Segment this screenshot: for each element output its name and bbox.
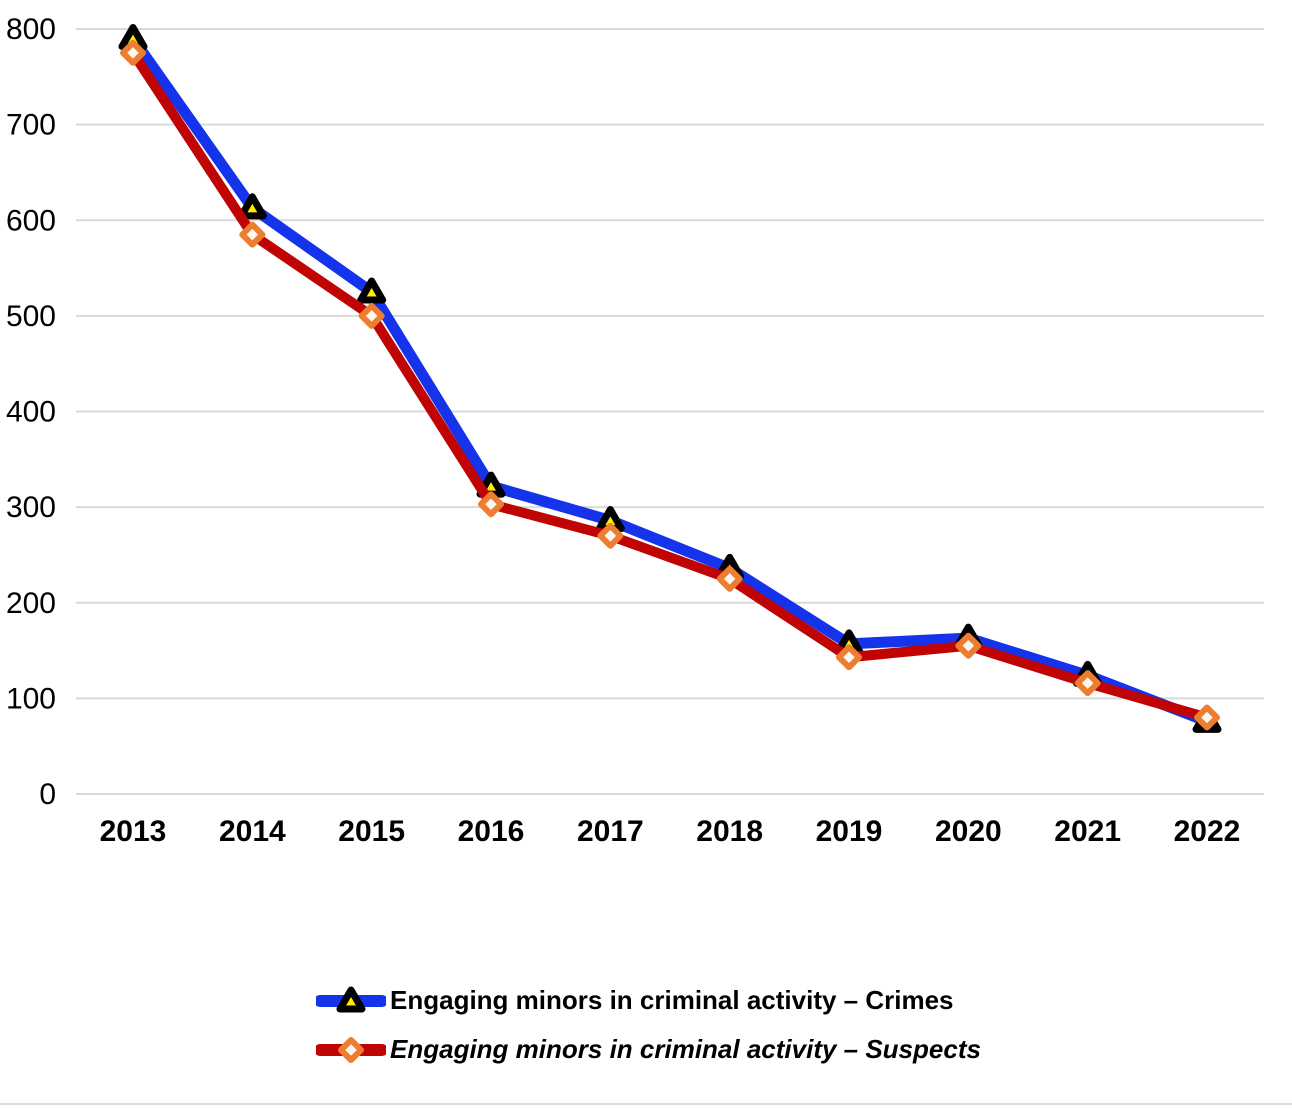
x-axis-tick-label: 2021 <box>1054 815 1121 848</box>
chart-legend: Engaging minors in criminal activity – C… <box>316 985 981 1066</box>
y-axis-tick-label: 500 <box>6 300 56 333</box>
diamond-marker-icon <box>955 632 982 659</box>
diamond-marker-icon <box>358 302 385 329</box>
x-axis-tick-label: 2013 <box>100 815 167 848</box>
legend-marker-crimes-icon <box>316 986 386 1013</box>
bottom-divider <box>0 1103 1292 1105</box>
series-line-suspects <box>128 47 1212 723</box>
y-axis-tick-label: 400 <box>6 396 56 429</box>
y-axis-tick-label: 200 <box>6 587 56 620</box>
diamond-marker-icon <box>120 39 146 66</box>
y-axis-tick-label: 600 <box>6 204 56 237</box>
legend-label-suspects: Engaging minors in criminal activity – S… <box>390 1034 981 1065</box>
triangle-marker-icon <box>357 277 387 304</box>
x-axis-tick-label: 2015 <box>338 815 405 848</box>
diamond-marker-icon <box>836 644 862 671</box>
y-axis-tick-label: 100 <box>6 682 56 715</box>
diamond-marker-icon <box>338 1037 364 1063</box>
x-axis-tick-label: 2018 <box>696 815 763 848</box>
chart-plot-area: 0 100 200 300 400 500 600 700 800 2013 2014 2015 201… <box>6 13 1264 848</box>
y-axis-tick-label: 0 <box>39 778 56 811</box>
y-axis-tick-label: 800 <box>6 13 56 46</box>
triangle-marker-icon <box>336 986 366 1013</box>
line-chart: 0 100 200 300 400 500 600 700 800 2013 2014 2015 201… <box>6 13 1264 848</box>
diamond-marker-icon <box>1074 670 1101 697</box>
triangle-marker-icon <box>237 193 267 220</box>
x-axis-tick-label: 2020 <box>935 815 1002 848</box>
legend-item-crimes: Engaging minors in criminal activity – C… <box>316 985 981 1017</box>
diamond-marker-icon <box>239 221 266 248</box>
series-line-crimes <box>127 33 1213 727</box>
x-axis-tick-label: 2014 <box>219 815 286 848</box>
y-axis-tick-label: 700 <box>6 109 56 142</box>
diamond-marker-icon <box>716 565 743 592</box>
diamond-marker-icon <box>597 522 624 549</box>
x-axis-tick-label: 2019 <box>816 815 883 848</box>
legend-label-crimes: Engaging minors in criminal activity – C… <box>390 985 954 1016</box>
y-axis-tick-label: 300 <box>6 491 56 524</box>
diamond-marker-icon <box>478 491 504 518</box>
legend-marker-suspects-icon <box>316 1037 386 1063</box>
diamond-marker-icon <box>1194 704 1220 731</box>
x-axis-tick-label: 2016 <box>458 815 525 848</box>
x-axis-tick-label: 2017 <box>577 815 644 848</box>
x-axis-tick-label: 2022 <box>1174 815 1241 848</box>
legend-item-suspects: Engaging minors in criminal activity – S… <box>316 1034 981 1066</box>
